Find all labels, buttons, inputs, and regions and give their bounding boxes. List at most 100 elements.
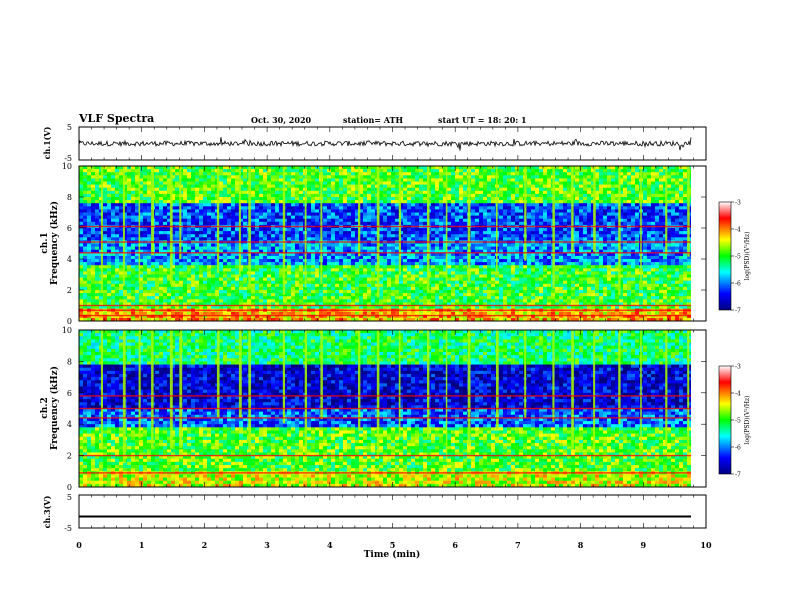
- spectrogram-cell: [339, 311, 344, 316]
- spectrogram-cell: [299, 209, 304, 213]
- spectrogram-cell: [391, 246, 396, 250]
- spectrogram-cell: [119, 259, 124, 263]
- spectrogram-cell: [87, 215, 92, 219]
- spectrogram-cell: [183, 193, 188, 198]
- spectrogram-cell: [435, 175, 440, 179]
- spectrogram-cell: [347, 255, 352, 260]
- spectrogram-cell: [339, 271, 344, 275]
- spectrogram-cell: [331, 265, 336, 269]
- spectrogram-cell: [111, 184, 116, 188]
- spectrogram-cell: [451, 203, 456, 207]
- spectrogram-cell: [455, 314, 460, 319]
- spectrogram-cell: [103, 305, 108, 309]
- spectrogram-cell: [283, 296, 288, 300]
- spectrogram-cell: [163, 197, 168, 201]
- spectrogram-cell: [255, 190, 260, 195]
- spectrogram-cell: [159, 274, 164, 278]
- spectrogram-cell: [451, 283, 456, 288]
- spectrogram-cell: [131, 265, 136, 269]
- spectrogram-cell: [127, 293, 132, 297]
- spectrogram-cell: [439, 190, 444, 195]
- spectrogram-cell: [311, 265, 316, 269]
- spectrogram-cell: [367, 271, 372, 275]
- spectrogram-cell: [403, 286, 408, 291]
- spectrogram-cell: [407, 197, 412, 201]
- spectrogram-cell: [379, 221, 384, 226]
- spectrogram-cell: [91, 221, 96, 226]
- spectrogram-cell: [311, 206, 316, 210]
- spectrogram-cell: [163, 286, 168, 291]
- spectrogram-cell: [251, 243, 256, 247]
- spectrogram-cell: [391, 252, 396, 257]
- spectrogram-cell: [447, 175, 452, 179]
- spectrogram-cell: [239, 271, 244, 275]
- spectrogram-cell: [255, 317, 260, 321]
- spectrogram-cell: [191, 290, 196, 294]
- spectrogram-cell: [155, 234, 160, 238]
- spectrogram-cell: [231, 262, 236, 266]
- spectrogram-cell: [255, 262, 260, 266]
- spectrogram-cell: [83, 181, 88, 185]
- spectrogram-cell: [415, 265, 420, 269]
- spectrogram-cell: [175, 255, 180, 260]
- spectrogram-cell: [363, 187, 368, 192]
- spectrogram-cell: [335, 262, 340, 266]
- spectrogram-cell: [287, 243, 292, 247]
- spectrogram-cell: [279, 228, 284, 232]
- spectrogram-cell: [351, 190, 356, 195]
- spectrogram-cell: [287, 305, 292, 309]
- spectrogram-cell: [215, 293, 220, 297]
- spectrogram-cell: [243, 246, 248, 250]
- spectrogram-cell: [343, 209, 348, 213]
- spectrogram-cell: [355, 317, 360, 321]
- spectrogram-cell: [315, 178, 320, 182]
- spectrogram-cell: [431, 203, 436, 207]
- spectrogram-cell: [107, 243, 112, 247]
- spectrogram-cell: [251, 280, 256, 285]
- spectrogram-cell: [443, 262, 448, 266]
- spectrogram-cell: [119, 181, 124, 185]
- spectrogram-cell: [159, 172, 164, 176]
- spectrogram-cell: [323, 283, 328, 288]
- spectrogram-cell: [211, 184, 216, 188]
- spectrogram-cell: [155, 221, 160, 226]
- spectrogram-cell: [111, 200, 116, 204]
- spectrogram-cell: [191, 181, 196, 185]
- spectrogram-cell: [195, 178, 200, 182]
- spectrogram-cell: [443, 184, 448, 188]
- spectrogram-cell: [259, 265, 264, 269]
- spectrogram-cell: [291, 221, 296, 226]
- spectrogram-cell: [251, 218, 256, 223]
- spectrogram-cell: [419, 280, 424, 285]
- spectrogram-cell: [235, 252, 240, 257]
- spectrogram-cell: [379, 212, 384, 216]
- spectrogram-cell: [227, 178, 232, 182]
- spectrogram-cell: [287, 231, 292, 235]
- spectrogram-cell: [195, 215, 200, 219]
- spectrogram-cell: [307, 212, 312, 216]
- spectrogram-cell: [151, 277, 156, 281]
- spectrogram-cell: [243, 206, 248, 210]
- spectrogram-cell: [103, 228, 108, 232]
- spectrogram-cell: [243, 237, 248, 241]
- spectrogram-cell: [131, 206, 136, 210]
- spectrogram-cell: [119, 184, 124, 188]
- spectrogram-cell: [339, 166, 344, 170]
- spectrogram-cell: [223, 221, 228, 226]
- spectrogram-cell: [299, 290, 304, 294]
- spectrogram-cell: [111, 181, 116, 185]
- spectrogram-cell: [367, 277, 372, 281]
- spectrogram-cell: [379, 252, 384, 257]
- spectrogram-cell: [307, 203, 312, 207]
- spectrogram-cell: [147, 265, 152, 269]
- spectrogram-cell: [131, 166, 136, 170]
- spectrogram-cell: [199, 305, 204, 309]
- spectrogram-cell: [463, 299, 468, 303]
- spectrogram-cell: [411, 178, 416, 182]
- spectrogram-cell: [91, 305, 96, 309]
- spectrogram-cell: [371, 296, 376, 300]
- spectrogram-cell: [211, 237, 216, 241]
- spectrogram-cell: [123, 283, 128, 288]
- spectrogram-cell: [171, 200, 176, 204]
- spectrogram-cell: [407, 268, 412, 272]
